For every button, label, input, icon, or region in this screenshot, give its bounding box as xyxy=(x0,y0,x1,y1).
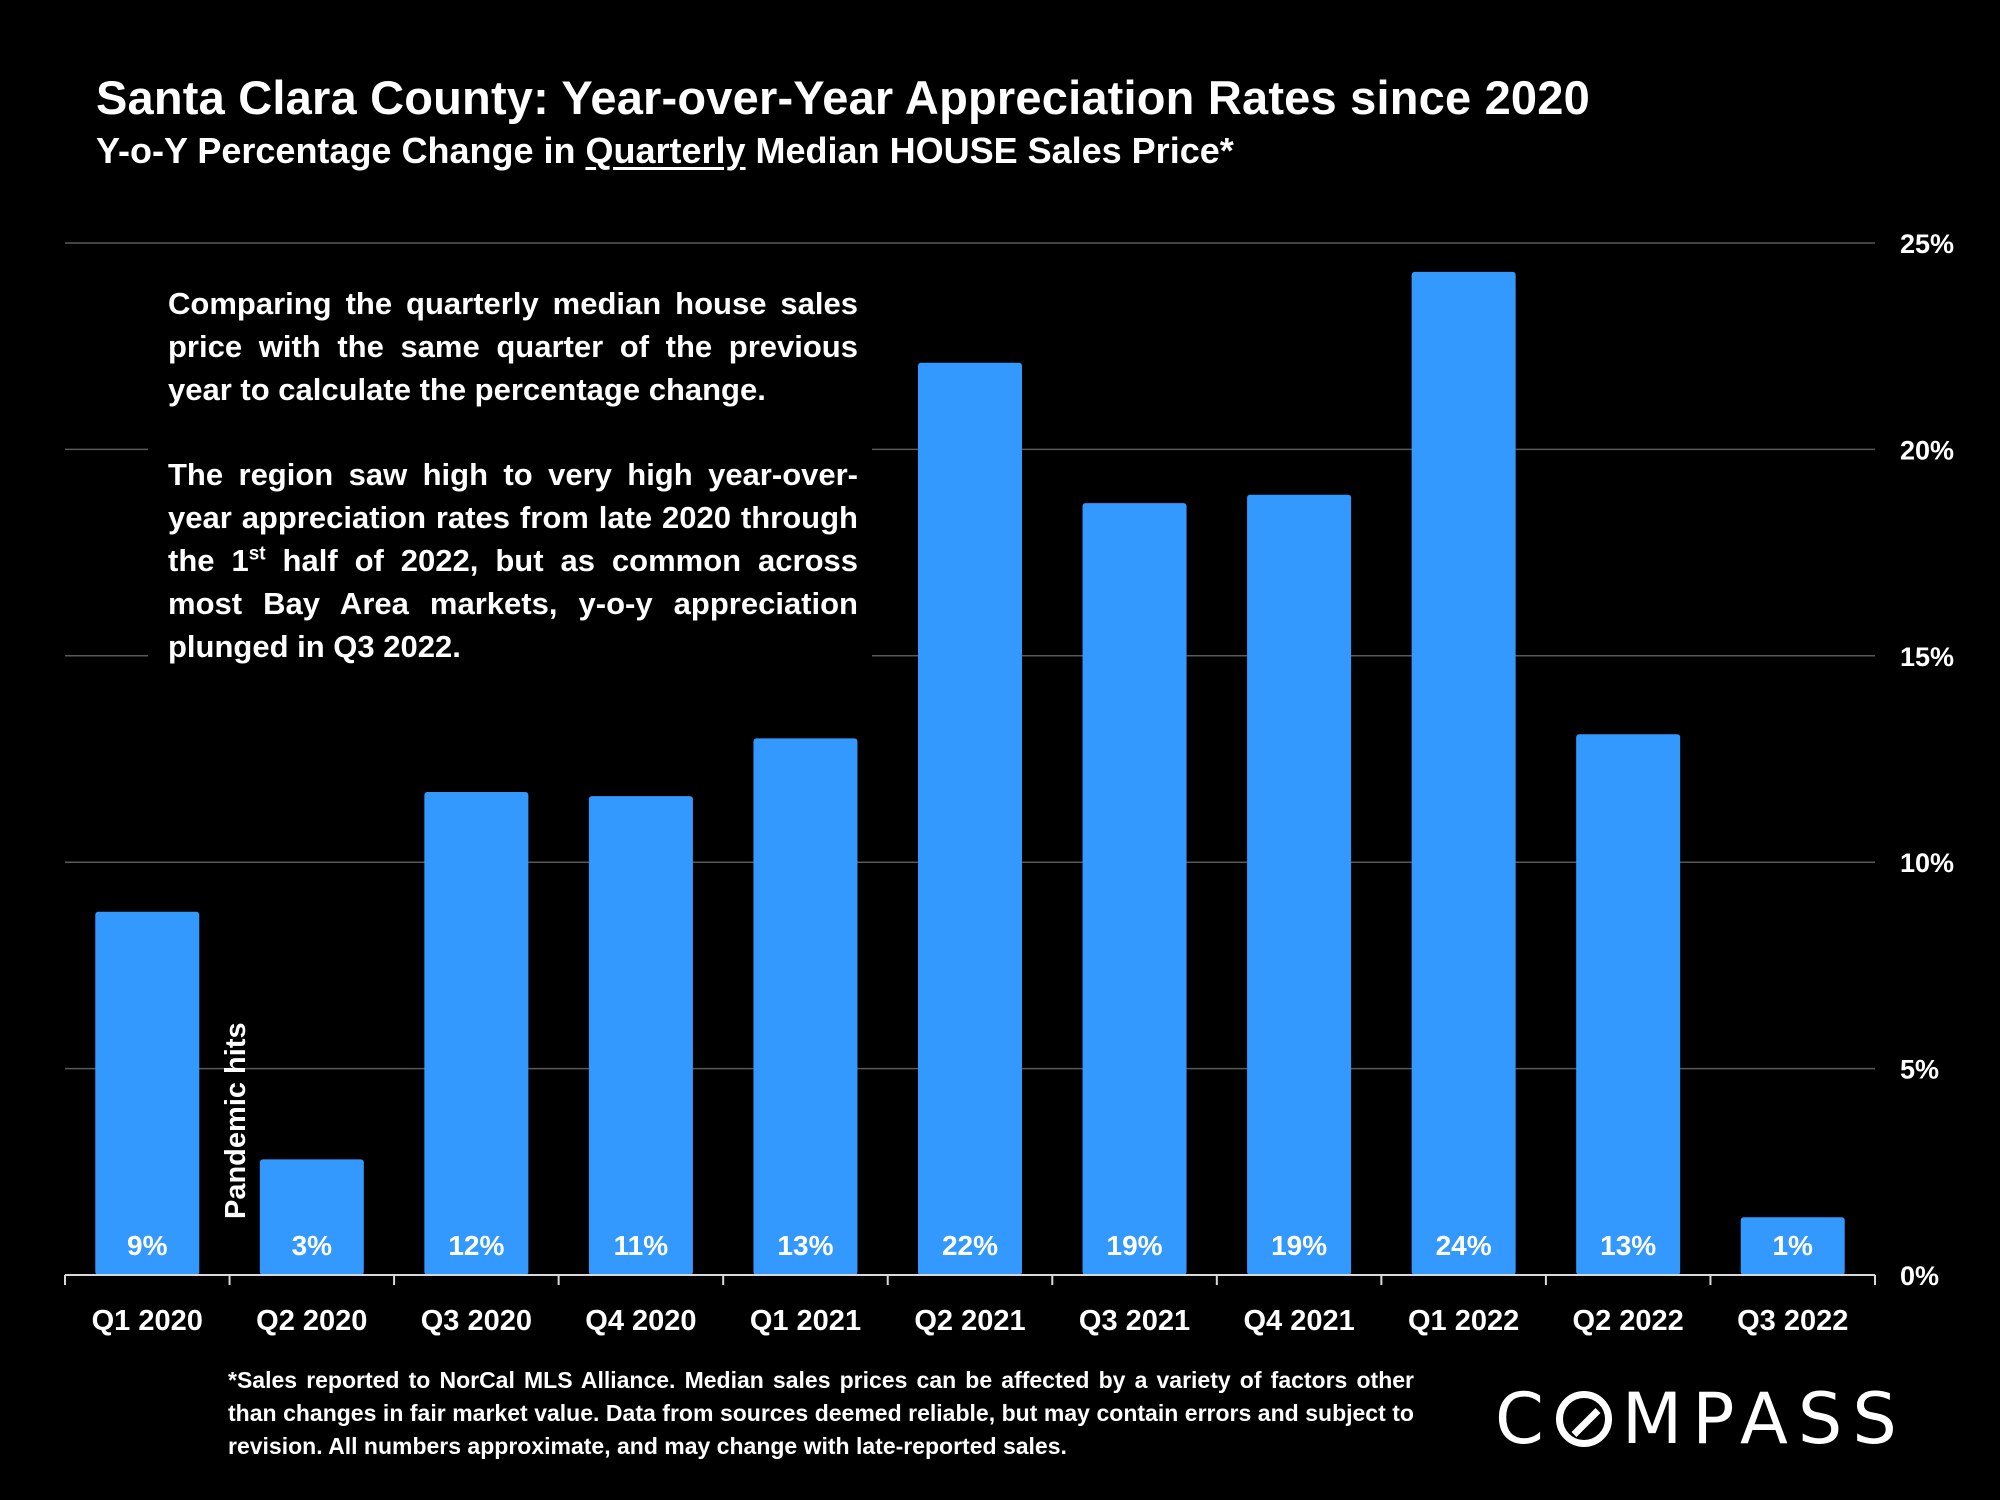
bar-data-label: 9% xyxy=(127,1230,168,1261)
footnote: *Sales reported to NorCal MLS Alliance. … xyxy=(228,1367,1414,1459)
x-tick-label: Q3 2021 xyxy=(1079,1305,1190,1337)
bar xyxy=(259,1159,364,1275)
compass-o-icon xyxy=(1555,1391,1612,1447)
x-tick-label: Q4 2020 xyxy=(585,1305,696,1337)
y-tick-label: 25% xyxy=(1900,229,1954,259)
annotation-paragraph-2-start: The region saw high to very high year-ov… xyxy=(168,457,858,578)
x-tick-label: Q1 2022 xyxy=(1408,1305,1519,1337)
chart-subtitle: Y-o-Y Percentage Change in Quarterly Med… xyxy=(96,130,1234,172)
x-tick-label: Q2 2022 xyxy=(1573,1305,1684,1337)
annotation-paragraph-2: The region saw high to very high year-ov… xyxy=(168,453,858,668)
annotation-paragraph-2-end: half of 2022, but as common across most … xyxy=(168,543,858,664)
chart-title: Santa Clara County: Year-over-Year Appre… xyxy=(96,71,1590,124)
bar xyxy=(753,738,858,1275)
y-tick-label: 5% xyxy=(1900,1055,1939,1085)
annotation-box: Comparing the quarterly median house sal… xyxy=(148,282,872,676)
x-tick-label: Q1 2020 xyxy=(92,1305,203,1337)
bar xyxy=(918,362,1022,1275)
bar xyxy=(95,911,200,1275)
annotation-paragraph-1: Comparing the quarterly median house sal… xyxy=(168,286,858,407)
x-tick-label: Q3 2020 xyxy=(421,1305,532,1337)
bar xyxy=(1082,503,1187,1276)
y-tick-label: 0% xyxy=(1900,1261,1939,1291)
bar-data-label: 12% xyxy=(448,1230,504,1261)
bar xyxy=(424,792,529,1275)
bar xyxy=(1740,1217,1845,1275)
compass-logo: C MPASS xyxy=(1495,1378,1907,1460)
bar-data-label: 19% xyxy=(1271,1230,1327,1261)
y-tick-label: 15% xyxy=(1900,642,1954,672)
bar-data-label: 13% xyxy=(777,1230,833,1261)
bar xyxy=(1576,734,1681,1275)
pandemic-callout: Pandemic hits xyxy=(220,1022,252,1219)
bar xyxy=(1247,494,1352,1276)
x-tick-label: Q1 2021 xyxy=(750,1305,861,1337)
x-tick-label: Q2 2020 xyxy=(256,1305,367,1337)
x-tick-label: Q4 2021 xyxy=(1243,1305,1354,1337)
bar-data-label: 19% xyxy=(1107,1230,1163,1261)
x-tick-label: Q3 2022 xyxy=(1737,1305,1848,1337)
annotation-ordinal-suffix: st xyxy=(248,543,266,565)
bar-data-label: 24% xyxy=(1436,1230,1492,1261)
bar-data-label: 22% xyxy=(942,1230,998,1261)
logo-letter-c: C xyxy=(1495,1378,1554,1460)
subtitle-suffix: Median HOUSE Sales Price* xyxy=(745,130,1234,171)
bar-data-label: 1% xyxy=(1772,1230,1813,1261)
bar-data-label: 13% xyxy=(1600,1230,1656,1261)
bar-data-label: 11% xyxy=(614,1230,669,1261)
subtitle-underlined-word: Quarterly xyxy=(585,130,746,171)
logo-letters: MPASS xyxy=(1621,1378,1907,1460)
x-tick-label: Q2 2021 xyxy=(914,1305,1025,1337)
bar-chart: 0% 5% 10% 15% 20% 25% 9% Q1 2020 3% Q2 2020 12% Q3 … xyxy=(64,229,1954,1337)
y-tick-label: 20% xyxy=(1900,435,1954,465)
bar xyxy=(588,796,693,1275)
bar-data-label: 3% xyxy=(292,1230,333,1261)
y-tick-label: 10% xyxy=(1900,848,1954,878)
subtitle-prefix: Y-o-Y Percentage Change in xyxy=(96,130,586,171)
bar xyxy=(1411,271,1516,1275)
